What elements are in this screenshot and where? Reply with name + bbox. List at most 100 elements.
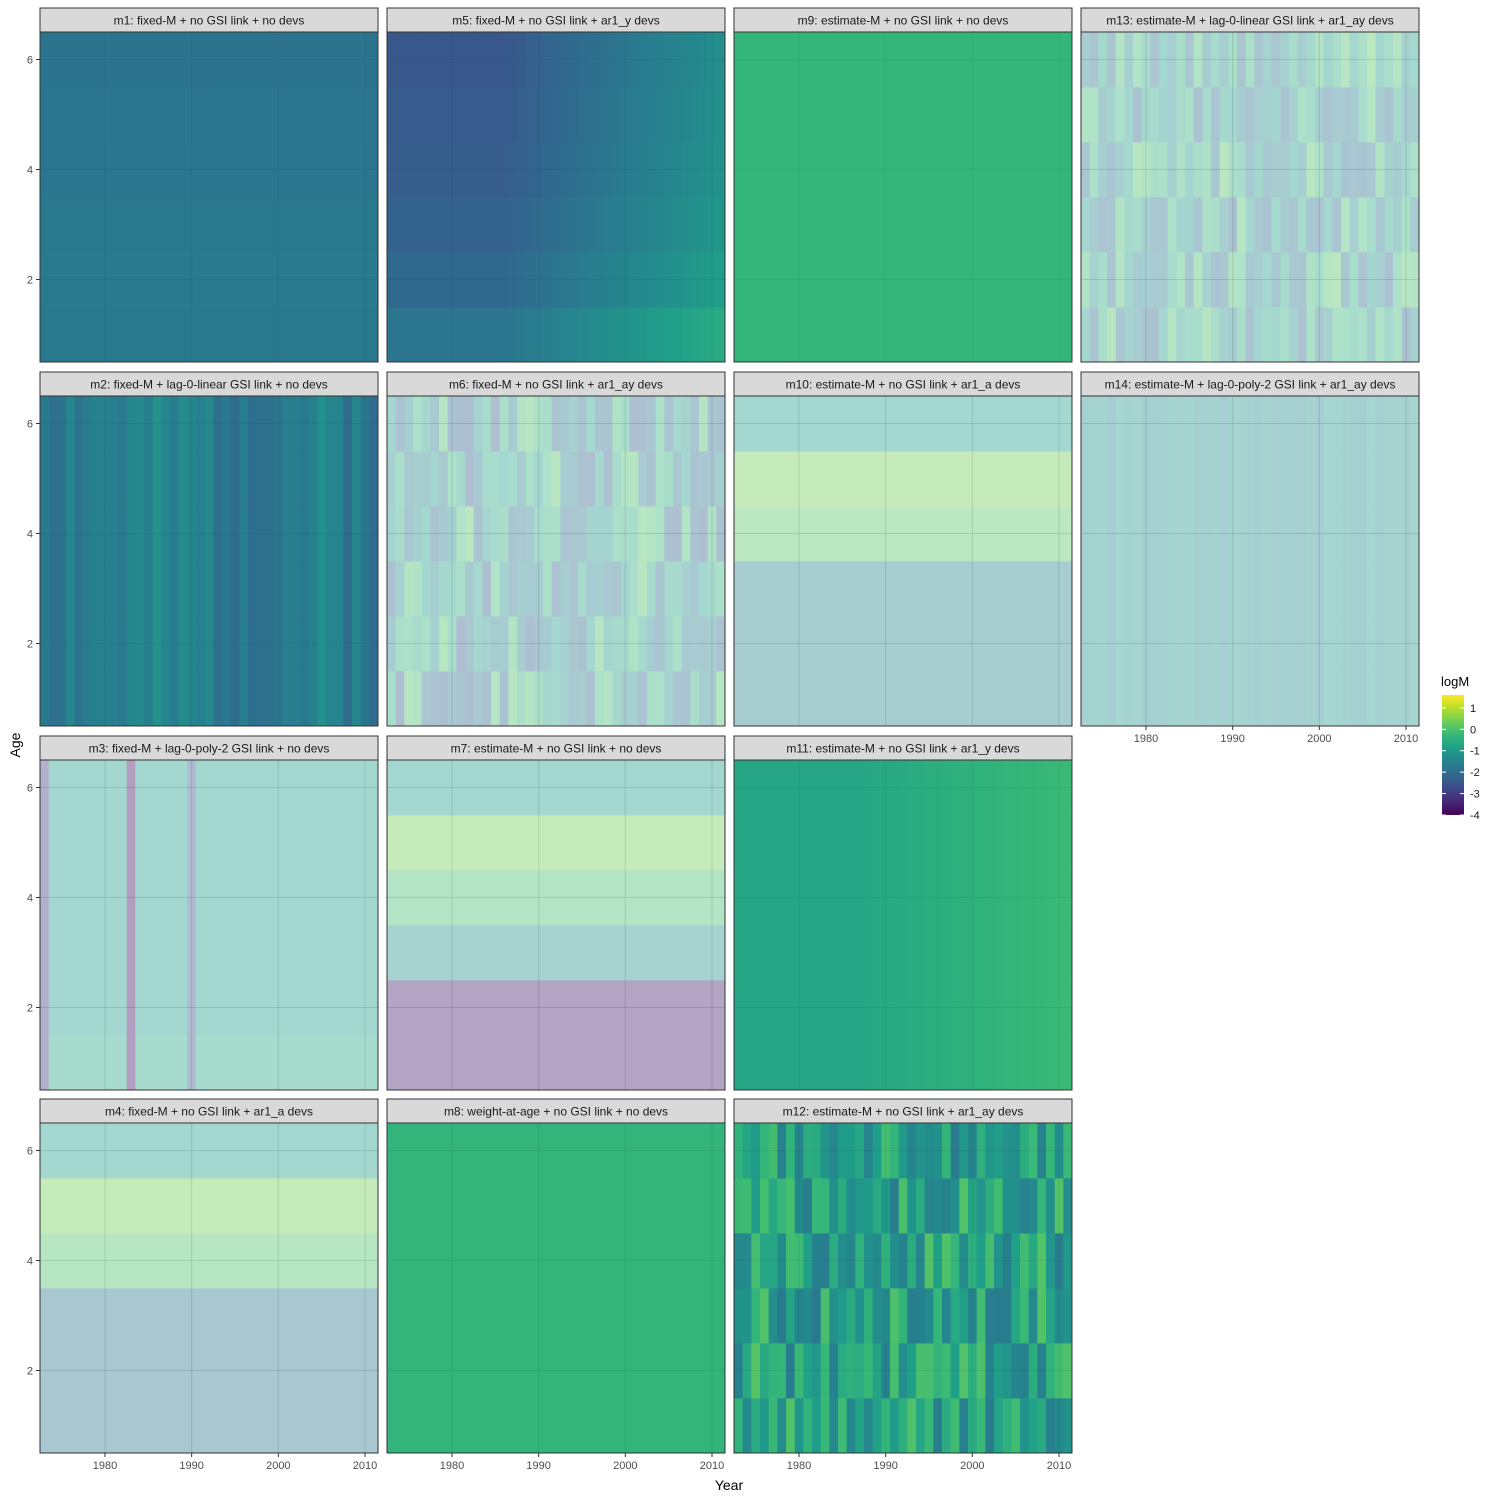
heatmap-cell xyxy=(274,1343,284,1399)
heatmap-cell xyxy=(204,87,214,143)
heatmap-cell xyxy=(499,870,509,926)
heatmap-cell xyxy=(803,980,813,1036)
heatmap-cell xyxy=(92,506,102,562)
heatmap-cell xyxy=(976,1233,986,1289)
heatmap-cell xyxy=(439,1233,449,1289)
heatmap-cell xyxy=(664,32,674,88)
heatmap-cell xyxy=(187,32,197,88)
heatmap-cell xyxy=(317,1123,327,1179)
heatmap-cell xyxy=(343,616,353,672)
heatmap-cell xyxy=(534,980,544,1036)
heatmap-cell xyxy=(213,197,223,253)
heatmap-cell xyxy=(985,1178,995,1234)
heatmap-cell xyxy=(152,1035,162,1091)
heatmap-cell xyxy=(881,870,891,926)
heatmap-cell xyxy=(1002,87,1012,143)
heatmap-cell xyxy=(734,197,744,253)
heatmap-cell xyxy=(282,870,292,926)
heatmap-cell xyxy=(508,760,518,816)
heatmap-cell xyxy=(742,760,752,816)
heatmap-cell xyxy=(1115,396,1125,452)
heatmap-cell xyxy=(1358,616,1368,672)
heatmap-cell xyxy=(612,87,622,143)
heatmap-cell xyxy=(551,870,561,926)
heatmap-cell xyxy=(213,1398,223,1454)
heatmap-cell xyxy=(204,197,214,253)
heatmap-cell xyxy=(74,561,84,617)
heatmap-cell xyxy=(933,1035,943,1091)
heatmap-cell xyxy=(820,671,830,727)
heatmap-cell xyxy=(92,1288,102,1344)
heatmap-cell xyxy=(291,925,301,981)
heatmap-cell xyxy=(369,760,379,816)
heatmap-cell xyxy=(777,561,787,617)
heatmap-cell xyxy=(517,32,527,88)
heatmap-cell xyxy=(907,1035,917,1091)
heatmap-cell xyxy=(404,1123,414,1179)
heatmap-cell xyxy=(638,671,648,727)
heatmap-cell xyxy=(482,980,492,1036)
heatmap-cell xyxy=(491,307,501,363)
heatmap-cell xyxy=(109,396,119,452)
heatmap-cell xyxy=(1228,451,1238,507)
heatmap-cell xyxy=(933,815,943,871)
heatmap-cell xyxy=(222,396,232,452)
heatmap-cell xyxy=(204,671,214,727)
facet-panel: m2: fixed-M + lag-0-linear GSI link + no… xyxy=(27,371,379,727)
heatmap-cell xyxy=(1297,307,1307,363)
heatmap-cell xyxy=(491,671,501,727)
heatmap-cell xyxy=(508,252,518,308)
heatmap-cell xyxy=(707,252,717,308)
heatmap-cell xyxy=(109,671,119,727)
heatmap-cell xyxy=(196,760,206,816)
heatmap-cell xyxy=(543,1343,553,1399)
heatmap-cell xyxy=(968,197,978,253)
heatmap-cell xyxy=(534,815,544,871)
heatmap-cell xyxy=(274,396,284,452)
heatmap-cell xyxy=(699,1288,709,1344)
heatmap-cell xyxy=(473,760,483,816)
heatmap-cell xyxy=(551,32,561,88)
heatmap-cell xyxy=(187,1035,197,1091)
heatmap-cell xyxy=(395,506,405,562)
heatmap-cell xyxy=(968,561,978,617)
heatmap-cell xyxy=(1375,87,1385,143)
heatmap-cell xyxy=(57,1398,67,1454)
heatmap-cell xyxy=(1237,451,1247,507)
heatmap-cell xyxy=(57,451,67,507)
heatmap-cell xyxy=(933,561,943,617)
heatmap-cell xyxy=(187,396,197,452)
heatmap-cell xyxy=(300,451,310,507)
heatmap-cell xyxy=(707,32,717,88)
heatmap-cell xyxy=(985,307,995,363)
heatmap-cell xyxy=(812,1123,822,1179)
heatmap-cell xyxy=(326,1288,336,1344)
heatmap-cell xyxy=(569,1288,579,1344)
heatmap-cell xyxy=(204,980,214,1036)
heatmap-cell xyxy=(1046,252,1056,308)
heatmap-cell xyxy=(569,197,579,253)
heatmap-cell xyxy=(100,396,110,452)
heatmap-cell xyxy=(57,1035,67,1091)
heatmap-cell xyxy=(447,307,457,363)
heatmap-cell xyxy=(222,980,232,1036)
heatmap-cell xyxy=(812,396,822,452)
heatmap-cell xyxy=(74,32,84,88)
heatmap-cell xyxy=(586,506,596,562)
heatmap-cell xyxy=(968,1343,978,1399)
heatmap-cell xyxy=(447,32,457,88)
heatmap-cell xyxy=(716,1233,726,1289)
heatmap-cell xyxy=(959,870,969,926)
heatmap-cell xyxy=(976,1398,986,1454)
heatmap-cell xyxy=(274,980,284,1036)
heatmap-cell xyxy=(1011,252,1021,308)
heatmap-cell xyxy=(629,32,639,88)
heatmap-cell xyxy=(48,671,58,727)
heatmap-cell xyxy=(144,616,154,672)
heatmap-cell xyxy=(1185,142,1195,198)
heatmap-cell xyxy=(291,870,301,926)
heatmap-cell xyxy=(569,1178,579,1234)
heatmap-cell xyxy=(534,870,544,926)
y-tick-label: 6 xyxy=(27,55,33,67)
heatmap-cell xyxy=(126,451,136,507)
